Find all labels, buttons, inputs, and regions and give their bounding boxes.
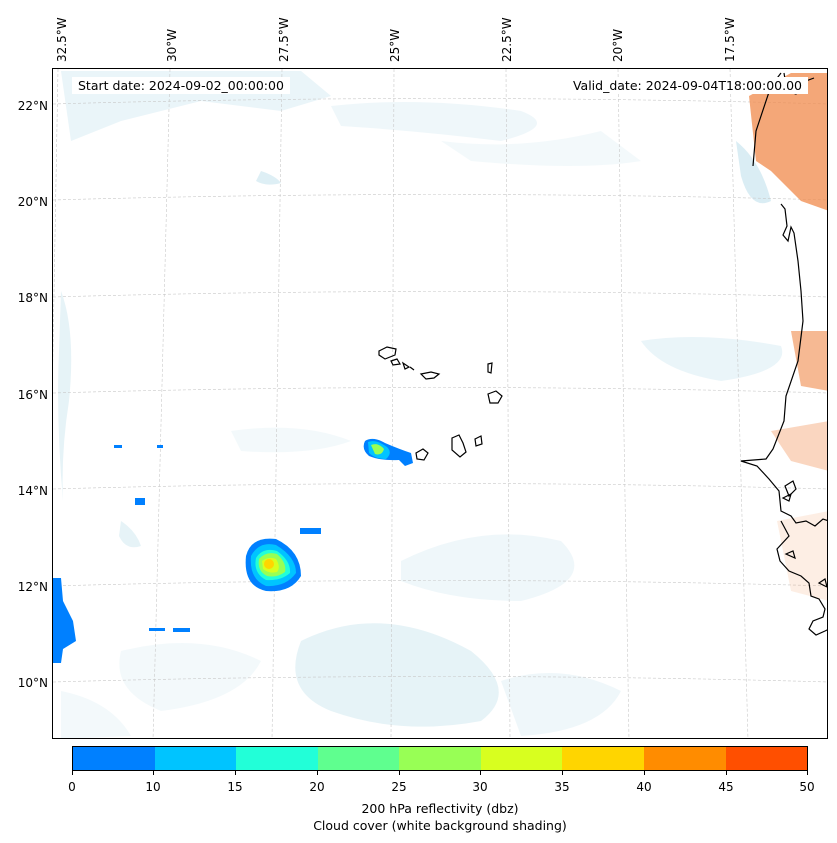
colorbar: [72, 746, 808, 771]
colorbar-tick-30: 30: [472, 780, 488, 794]
colorbar-segment-0-10: [73, 747, 155, 770]
colorbar-tick-50: 50: [799, 780, 815, 794]
lon-label-17-5w: 17.5°W: [723, 17, 737, 62]
colorbar-subtitle: Cloud cover (white background shading): [313, 818, 567, 833]
lat-label-18n: 18°N: [17, 291, 48, 305]
colorbar-tick-35: 35: [554, 780, 570, 794]
colorbar-segment-30-35: [480, 747, 563, 770]
start-date-label: Start date: 2024-09-02_00:00:00: [72, 77, 290, 94]
colorbar-tick-45: 45: [718, 780, 734, 794]
lat-label-10n: 10°N: [17, 676, 48, 690]
cloud-cover-shading: [58, 71, 783, 738]
colorbar-tick-mark: [153, 771, 154, 775]
lat-label-16n: 16°N: [17, 388, 48, 402]
graticule: [53, 69, 827, 738]
colorbar-tick-0: 0: [68, 780, 76, 794]
reflectivity-cells: [53, 438, 413, 663]
lon-label-20w: 20°W: [611, 28, 625, 62]
colorbar-segment-45-50: [725, 747, 808, 770]
colorbar-segment-20-25: [317, 747, 400, 770]
colorbar-tick-mark: [399, 771, 400, 775]
colorbar-tick-15: 15: [227, 780, 243, 794]
colorbar-segment-25-30: [399, 747, 481, 770]
lon-label-30w: 30°W: [165, 28, 179, 62]
land-shading: [749, 73, 827, 601]
colorbar-tick-mark: [480, 771, 481, 775]
colorbar-tick-mark: [807, 771, 808, 775]
colorbar-segment-15-20: [236, 747, 318, 770]
colorbar-segment-35-40: [562, 747, 644, 770]
lon-label-22-5w: 22.5°W: [500, 17, 514, 62]
lat-label-14n: 14°N: [17, 484, 48, 498]
colorbar-segment-40-45: [643, 747, 726, 770]
lon-label-27-5w: 27.5°W: [277, 17, 291, 62]
lon-label-25w: 25°W: [388, 28, 402, 62]
colorbar-tick-mark: [235, 771, 236, 775]
colorbar-tick-mark: [317, 771, 318, 775]
lat-label-20n: 20°N: [17, 195, 48, 209]
colorbar-segment-10-15: [154, 747, 237, 770]
colorbar-title: 200 hPa reflectivity (dbz): [361, 801, 519, 816]
colorbar-tick-40: 40: [636, 780, 652, 794]
map-panel: [52, 68, 828, 739]
lon-label-32-5w: 32.5°W: [55, 17, 69, 62]
lat-label-12n: 12°N: [17, 580, 48, 594]
map-canvas: [53, 69, 827, 738]
colorbar-tick-25: 25: [391, 780, 407, 794]
lat-label-22n: 22°N: [17, 99, 48, 113]
colorbar-tick-10: 10: [145, 780, 161, 794]
colorbar-tick-mark: [72, 771, 73, 775]
colorbar-tick-mark: [726, 771, 727, 775]
valid-date-label: Valid_date: 2024-09-04T18:00:00.00: [566, 77, 808, 94]
colorbar-tick-20: 20: [309, 780, 325, 794]
colorbar-tick-mark: [562, 771, 563, 775]
colorbar-tick-mark: [644, 771, 645, 775]
